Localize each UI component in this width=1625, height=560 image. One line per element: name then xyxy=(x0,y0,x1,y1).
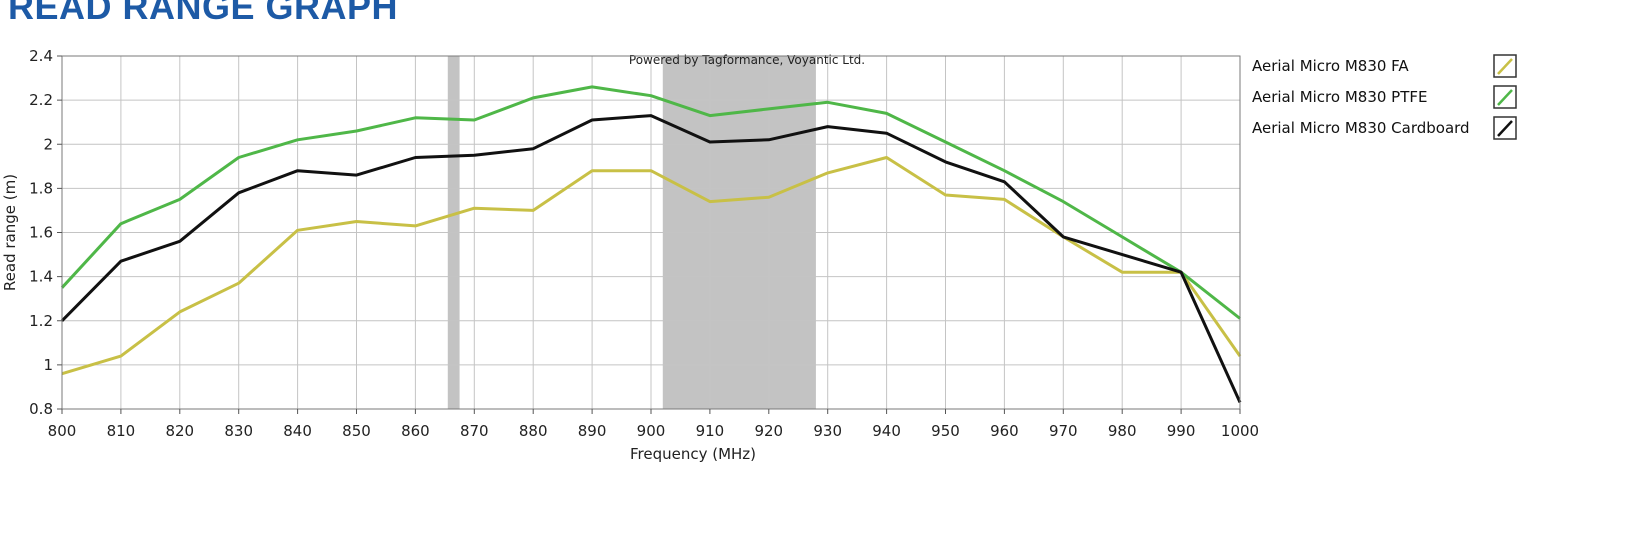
y-tick-label: 1.6 xyxy=(29,224,53,242)
series-line-0 xyxy=(61,156,1242,376)
x-tick-label: 870 xyxy=(460,422,489,440)
series-line-1 xyxy=(60,85,1241,320)
legend: Aerial Micro M830 FA Aerial Micro M830 PT… xyxy=(1252,54,1517,140)
y-tick-label: 1 xyxy=(43,356,53,374)
series-line-2 xyxy=(60,114,1242,404)
x-tick-label: 920 xyxy=(754,422,783,440)
legend-swatch-line-1 xyxy=(1497,89,1513,106)
watermark-text: Powered by Tagformance, Voyantic Ltd. xyxy=(629,53,865,67)
y-tick-label: 1.4 xyxy=(29,268,53,286)
y-tick-label: 1.2 xyxy=(29,312,53,330)
x-tick-label: 990 xyxy=(1167,422,1196,440)
x-tick-label: 950 xyxy=(931,422,960,440)
legend-label-2: Aerial Micro M830 Cardboard xyxy=(1252,119,1470,137)
x-tick-label: 810 xyxy=(107,422,136,440)
x-tick-label: 800 xyxy=(48,422,77,440)
x-axis-label: Frequency (MHz) xyxy=(630,445,756,463)
x-tick-label: 910 xyxy=(696,422,725,440)
x-tick-label: 960 xyxy=(990,422,1019,440)
x-tick-label: 860 xyxy=(401,422,430,440)
y-tick-label: 0.8 xyxy=(29,400,53,418)
x-tick-label: 840 xyxy=(283,422,312,440)
x-tick-label: 980 xyxy=(1108,422,1137,440)
legend-label-1: Aerial Micro M830 PTFE xyxy=(1252,88,1427,106)
x-tick-label: 1000 xyxy=(1221,422,1259,440)
legend-swatch-line-2 xyxy=(1497,120,1513,137)
x-tick-label: 850 xyxy=(342,422,371,440)
x-tick-label: 940 xyxy=(872,422,901,440)
y-tick-label: 2.4 xyxy=(29,47,53,65)
x-tick-label: 930 xyxy=(813,422,842,440)
x-tick-label: 820 xyxy=(165,422,194,440)
y-tick-label: 1.8 xyxy=(29,179,53,197)
x-axis-ticks: 800 810 820 830 840 850 860 870 880 890 900 910 920 9… xyxy=(48,409,1259,440)
series-lines xyxy=(60,85,1242,404)
x-tick-label: 900 xyxy=(637,422,666,440)
x-tick-label: 970 xyxy=(1049,422,1078,440)
y-tick-label: 2.2 xyxy=(29,91,53,109)
y-axis-ticks: 0.8 1 1.2 1.4 1.6 1.8 2 2.2 2.4 xyxy=(29,47,62,418)
x-tick-label: 880 xyxy=(519,422,548,440)
x-tick-label: 830 xyxy=(224,422,253,440)
page-title: READ RANGE GRAPH xyxy=(8,0,399,27)
y-axis-label: Read range (m) xyxy=(1,174,19,291)
legend-label-0: Aerial Micro M830 FA xyxy=(1252,57,1409,75)
x-tick-label: 890 xyxy=(578,422,607,440)
legend-swatch-line-0 xyxy=(1497,58,1513,75)
grid-lines xyxy=(61,55,1241,410)
y-tick-label: 2 xyxy=(43,135,53,153)
